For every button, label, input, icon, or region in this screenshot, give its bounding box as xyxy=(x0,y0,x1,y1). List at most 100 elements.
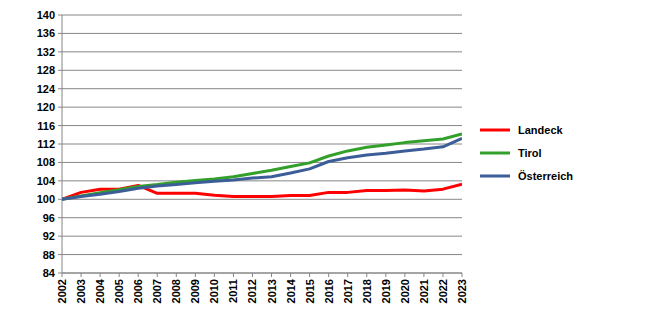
y-tick xyxy=(58,51,62,52)
y-tick-label: 108 xyxy=(37,156,55,168)
series-line xyxy=(62,134,462,199)
grid-line xyxy=(62,162,462,163)
y-tick xyxy=(58,236,62,237)
x-tick-label: 2014 xyxy=(285,278,297,303)
x-tick-label: 2010 xyxy=(208,279,220,303)
y-tick xyxy=(58,217,62,218)
x-tick xyxy=(328,273,329,277)
y-tick-label: 88 xyxy=(43,249,55,261)
x-tick-label: 2006 xyxy=(132,279,144,303)
y-tick-label: 96 xyxy=(43,212,55,224)
y-tick xyxy=(58,144,62,145)
grid-line xyxy=(62,33,462,34)
y-tick xyxy=(58,273,62,274)
chart-container: 84 88 92 96 100 104 108 112 116 120 124 128 132 136 14… xyxy=(0,0,667,317)
x-tick-label: 2003 xyxy=(75,279,87,303)
y-tick-label: 112 xyxy=(37,138,55,150)
x-tick xyxy=(385,273,386,277)
y-tick xyxy=(58,162,62,163)
legend-label: Landeck xyxy=(518,124,564,136)
x-tick-label: 2013 xyxy=(266,279,278,303)
y-tick xyxy=(58,15,62,16)
y-tick-label: 84 xyxy=(43,267,56,279)
x-tick xyxy=(157,273,158,277)
grid-line xyxy=(62,88,462,89)
grid-line xyxy=(62,107,462,108)
plot-area xyxy=(62,134,462,199)
x-tick-label: 2019 xyxy=(380,279,392,303)
legend-swatch xyxy=(480,175,510,178)
chart: 84 88 92 96 100 104 108 112 116 120 124 128 132 136 14… xyxy=(0,0,667,317)
grid-line xyxy=(62,273,462,274)
legend-swatch xyxy=(480,152,510,155)
x-tick xyxy=(271,273,272,277)
grid-line xyxy=(62,51,462,52)
grid-line xyxy=(62,217,462,218)
y-tick-label: 128 xyxy=(37,64,55,76)
y-tick xyxy=(58,88,62,89)
x-tick-label: 2022 xyxy=(437,279,449,303)
y-tick-label: 100 xyxy=(37,193,55,205)
x-tick-label: 2023 xyxy=(456,279,468,303)
x-tick-label: 2015 xyxy=(304,279,316,303)
x-tick xyxy=(100,273,101,277)
y-tick xyxy=(58,33,62,34)
x-tick xyxy=(366,273,367,277)
legend-label: Österreich xyxy=(518,170,573,182)
x-tick xyxy=(309,273,310,277)
grid-line xyxy=(62,199,462,200)
grid-line xyxy=(62,70,462,71)
legend-swatch xyxy=(480,129,510,132)
y-tick-label: 116 xyxy=(37,120,55,132)
legend-label: Tirol xyxy=(518,147,542,159)
x-tick-label: 2011 xyxy=(227,279,239,303)
x-tick xyxy=(119,273,120,277)
x-tick-label: 2020 xyxy=(399,279,411,303)
x-tick-label: 2005 xyxy=(113,279,125,303)
y-tick-label: 136 xyxy=(37,27,55,39)
grid-line xyxy=(62,236,462,237)
grid-line xyxy=(62,15,462,16)
grid-line xyxy=(62,125,462,126)
x-tick xyxy=(442,273,443,277)
y-tick-label: 104 xyxy=(37,175,56,187)
x-tick xyxy=(347,273,348,277)
x-tick xyxy=(290,273,291,277)
x-axis xyxy=(62,273,462,274)
x-tick-label: 2008 xyxy=(170,279,182,303)
y-tick xyxy=(58,107,62,108)
x-tick-label: 2004 xyxy=(94,278,106,303)
y-tick xyxy=(58,180,62,181)
x-tick xyxy=(81,273,82,277)
y-tick xyxy=(58,70,62,71)
x-tick-label: 2021 xyxy=(418,279,430,303)
y-tick-label: 120 xyxy=(37,101,55,113)
x-tick xyxy=(176,273,177,277)
y-tick-label: 132 xyxy=(37,46,55,58)
y-tick-label: 92 xyxy=(43,230,55,242)
x-tick-label: 2007 xyxy=(151,279,163,303)
x-tick-label: 2002 xyxy=(56,279,68,303)
x-tick xyxy=(233,273,234,277)
grid-line xyxy=(62,254,462,255)
y-tick-label: 124 xyxy=(37,83,56,95)
x-tick xyxy=(252,273,253,277)
y-tick xyxy=(58,199,62,200)
x-tick xyxy=(62,273,63,277)
y-tick-label: 140 xyxy=(37,9,55,21)
y-tick xyxy=(58,125,62,126)
x-tick xyxy=(195,273,196,277)
x-tick xyxy=(404,273,405,277)
x-tick xyxy=(214,273,215,277)
y-tick xyxy=(58,254,62,255)
x-tick xyxy=(462,273,463,277)
grid-line xyxy=(62,180,462,181)
x-tick-label: 2018 xyxy=(361,279,373,303)
series-line xyxy=(62,138,462,199)
x-tick-label: 2012 xyxy=(246,279,258,303)
y-axis xyxy=(62,15,63,273)
x-tick-label: 2016 xyxy=(323,279,335,303)
x-tick xyxy=(423,273,424,277)
x-tick-label: 2017 xyxy=(342,279,354,303)
x-tick xyxy=(138,273,139,277)
